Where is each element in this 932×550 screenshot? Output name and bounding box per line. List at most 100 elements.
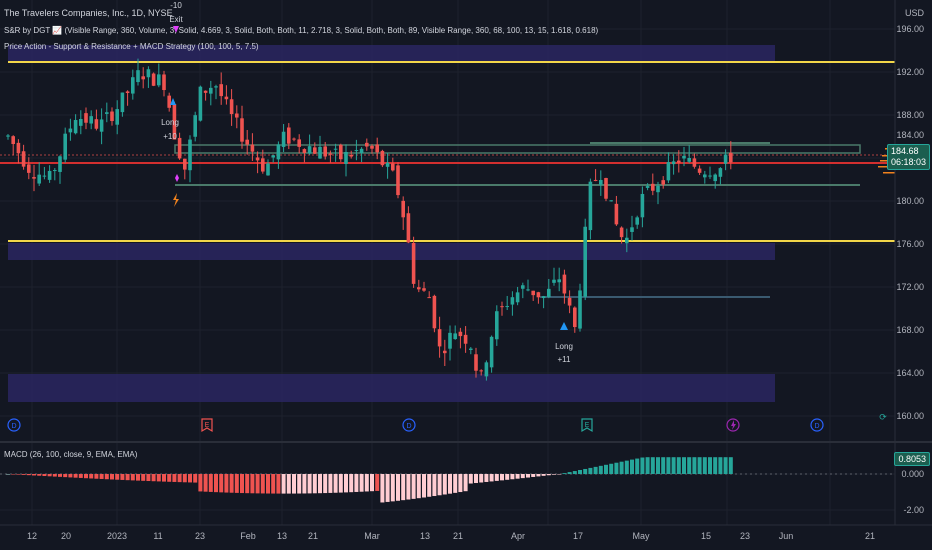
price-tick: 184.00 bbox=[896, 130, 924, 140]
earnings-icon[interactable]: E bbox=[205, 422, 210, 429]
candle-body bbox=[443, 350, 447, 354]
macd-bar bbox=[110, 474, 114, 480]
settings-icon[interactable]: ⟳ bbox=[879, 412, 887, 422]
macd-histogram bbox=[6, 457, 733, 503]
candle-body bbox=[120, 92, 125, 113]
indicator-sr-legend[interactable]: S&R by DGT 📈 (Visible Range, 360, Volume… bbox=[4, 26, 599, 35]
indicator-strategy-legend[interactable]: Price Action - Support & Resistance + MA… bbox=[4, 42, 259, 51]
macd-bar bbox=[489, 474, 494, 482]
candle-body bbox=[167, 95, 171, 108]
macd-bar bbox=[630, 459, 634, 474]
candle-body bbox=[385, 162, 390, 167]
macd-bar bbox=[214, 474, 218, 493]
trade-mark-long-2[interactable]: Long +11 bbox=[555, 322, 573, 364]
candle-body bbox=[630, 227, 634, 232]
macd-bar bbox=[442, 474, 447, 495]
macd-bar bbox=[130, 474, 135, 481]
time-tick: 17 bbox=[572, 531, 584, 541]
trade-mark-exit[interactable]: -10 Exit bbox=[169, 1, 183, 33]
candle-body bbox=[677, 160, 681, 163]
candle-body bbox=[276, 144, 281, 160]
exit-arrow-icon bbox=[173, 26, 179, 33]
bar-countdown: 06:18:03 bbox=[890, 157, 926, 167]
macd-bar bbox=[682, 457, 686, 474]
candle-body bbox=[240, 118, 244, 142]
macd-bar bbox=[479, 474, 484, 483]
exit-qty-label: -10 bbox=[170, 1, 182, 10]
macd-bar bbox=[146, 474, 151, 482]
macd-bar bbox=[661, 457, 666, 474]
split-bolt-icon[interactable] bbox=[731, 420, 736, 430]
candle-body bbox=[547, 288, 551, 298]
candle-body bbox=[250, 144, 255, 152]
macd-bar bbox=[240, 474, 244, 494]
macd-bar bbox=[723, 457, 728, 474]
macd-bar bbox=[151, 474, 156, 482]
candle-body bbox=[287, 127, 291, 144]
candle-body bbox=[474, 354, 478, 371]
event-icons[interactable]: D E D E D bbox=[7, 418, 824, 433]
macd-bar bbox=[645, 457, 650, 474]
candle-body bbox=[68, 128, 73, 133]
price-tick: 176.00 bbox=[896, 239, 924, 249]
time-tick: 11 bbox=[153, 531, 163, 541]
candle-body bbox=[354, 150, 359, 152]
macd-bar bbox=[234, 474, 239, 493]
macd-legend[interactable]: MACD (26, 100, close, 9, EMA, EMA) bbox=[4, 450, 138, 459]
macd-bar bbox=[73, 474, 78, 478]
signal-diamond-icon bbox=[175, 174, 179, 182]
candle-body bbox=[73, 120, 78, 134]
long-qty-label: +11 bbox=[558, 355, 572, 364]
candle-body bbox=[307, 146, 312, 154]
candle-body bbox=[463, 334, 468, 344]
price-tick: 172.00 bbox=[896, 282, 924, 292]
macd-bar bbox=[333, 474, 338, 493]
candle-body bbox=[656, 185, 660, 193]
candle-body bbox=[609, 200, 613, 202]
candle-body bbox=[146, 69, 151, 78]
macd-bar bbox=[115, 474, 120, 480]
macd-bar bbox=[338, 474, 343, 493]
long-label: Long bbox=[161, 118, 179, 127]
macd-bar bbox=[656, 457, 660, 474]
macd-bar bbox=[385, 474, 390, 502]
candle-body bbox=[614, 203, 619, 225]
time-tick: 15 bbox=[700, 531, 712, 541]
time-tick: 23 bbox=[739, 531, 751, 541]
macd-bar bbox=[198, 474, 203, 492]
macd-bar bbox=[89, 474, 94, 479]
macd-bar bbox=[208, 474, 213, 492]
macd-bar bbox=[552, 474, 556, 475]
macd-bar bbox=[255, 474, 260, 494]
candle-body bbox=[718, 168, 723, 177]
macd-bar bbox=[437, 474, 442, 496]
candle-body bbox=[333, 148, 338, 150]
dividend-icon[interactable]: D bbox=[11, 423, 16, 430]
candle-body bbox=[99, 119, 104, 132]
trade-mark-long-1[interactable]: Long +10 bbox=[161, 98, 179, 141]
candle-body bbox=[645, 186, 650, 188]
macd-bar bbox=[474, 474, 478, 484]
macd-bar bbox=[593, 466, 598, 474]
macd-bar bbox=[42, 474, 47, 477]
macd-bar bbox=[468, 474, 473, 484]
dividend-icon[interactable]: D bbox=[814, 423, 819, 430]
macd-bar bbox=[78, 474, 83, 478]
time-tick: Apr bbox=[510, 531, 526, 541]
earnings-icon[interactable]: E bbox=[585, 422, 590, 429]
candle-body bbox=[292, 138, 296, 140]
macd-bar bbox=[557, 474, 562, 475]
macd-bar bbox=[141, 474, 146, 481]
price-tick: 180.00 bbox=[896, 196, 924, 206]
long-label: Long bbox=[555, 342, 573, 351]
candle-body bbox=[406, 213, 411, 243]
candle-body bbox=[578, 290, 582, 329]
macd-bar bbox=[526, 474, 530, 478]
macd-bar bbox=[546, 474, 551, 476]
macd-bar bbox=[531, 474, 536, 477]
dividend-icon[interactable]: D bbox=[406, 423, 411, 430]
candle-body bbox=[172, 104, 177, 140]
candle-body bbox=[583, 226, 587, 297]
candle-body bbox=[651, 183, 655, 191]
